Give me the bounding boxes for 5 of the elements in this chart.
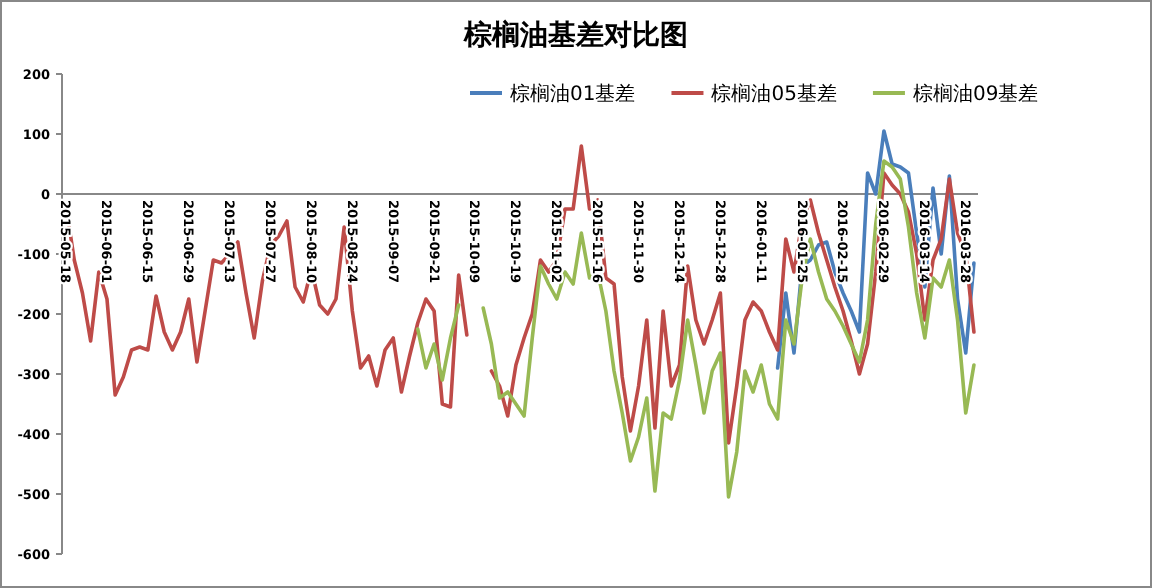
chart-title: 棕榈油基差对比图 <box>462 18 688 52</box>
legend-label: 棕榈油09基差 <box>912 82 1039 106</box>
legend-label: 棕榈油01基差 <box>510 82 636 106</box>
line-series <box>775 129 976 370</box>
legend-label: 棕榈油05基差 <box>711 82 837 106</box>
